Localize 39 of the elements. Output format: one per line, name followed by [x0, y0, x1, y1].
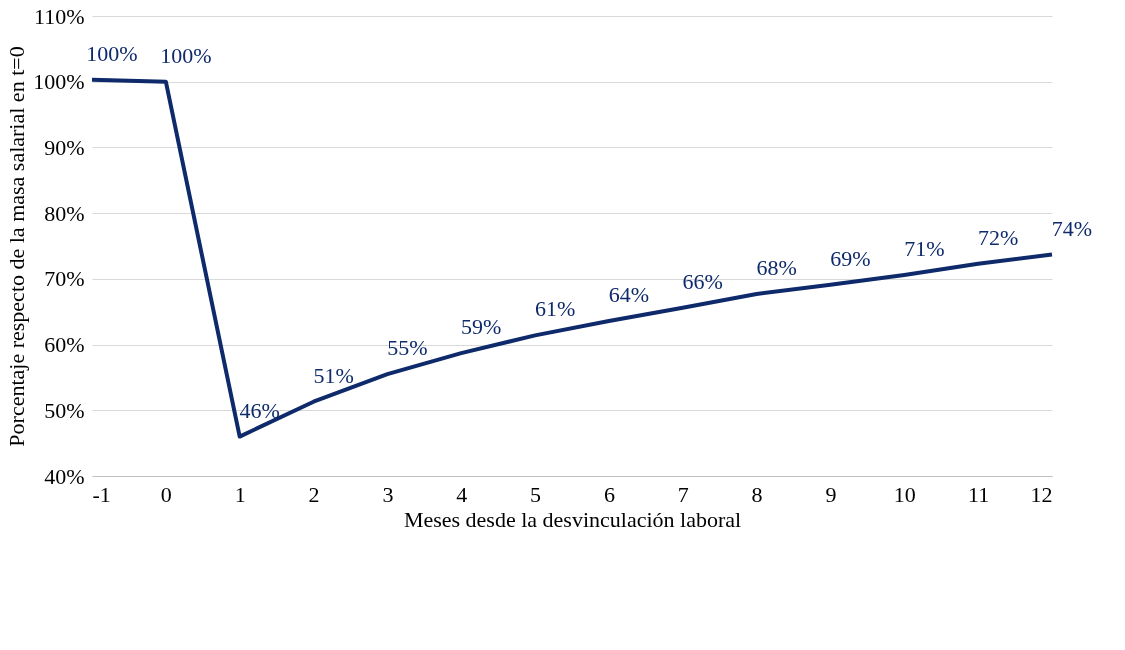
x-tick-label: 8 [751, 481, 763, 507]
data-label: 74% [1051, 215, 1093, 241]
x-tick-label: 1 [234, 481, 246, 507]
data-label: 100% [86, 40, 138, 66]
data-label: 68% [756, 254, 797, 280]
data-label: 64% [608, 281, 650, 307]
data-label: 46% [239, 397, 280, 423]
y-tick-label: 90% [44, 134, 85, 160]
x-tick-label: -1 [92, 481, 111, 507]
x-tick-label: 0 [160, 481, 172, 507]
data-label: 69% [830, 245, 871, 271]
x-axis-title: Meses desde la desvinculación laboral [403, 506, 742, 532]
y-tick-label: 80% [44, 200, 85, 226]
y-tick-label: 70% [44, 266, 85, 292]
x-tick-label: 5 [530, 481, 542, 507]
data-label: 51% [313, 362, 354, 388]
x-tick-label: 9 [825, 481, 837, 507]
y-tick-label: 40% [44, 463, 85, 489]
x-tick-label: 7 [677, 481, 689, 507]
y-axis-title: Porcentaje respecto de la masa salarial en t=0 [4, 46, 30, 447]
data-label: 59% [461, 314, 502, 340]
data-label: 71% [904, 235, 945, 261]
y-tick-label: 110% [33, 3, 85, 29]
x-tick-label: 2 [308, 481, 320, 507]
y-tick-label: 50% [44, 397, 85, 423]
x-tick-label: 4 [456, 481, 468, 507]
y-tick-label: 60% [44, 332, 85, 358]
x-tick-label: 3 [382, 481, 394, 507]
y-tick-label: 100% [33, 69, 85, 95]
data-label: 66% [682, 268, 723, 294]
x-tick-label: 11 [968, 481, 990, 507]
data-label: 55% [387, 335, 428, 361]
data-label: 72% [977, 224, 1019, 250]
x-tick-label: 10 [893, 481, 916, 507]
data-label: 100% [160, 42, 212, 68]
data-label: 61% [534, 296, 576, 322]
line-series [90, 77, 1054, 439]
x-tick-label: 12 [1030, 481, 1053, 507]
x-tick-label: 6 [603, 481, 615, 507]
